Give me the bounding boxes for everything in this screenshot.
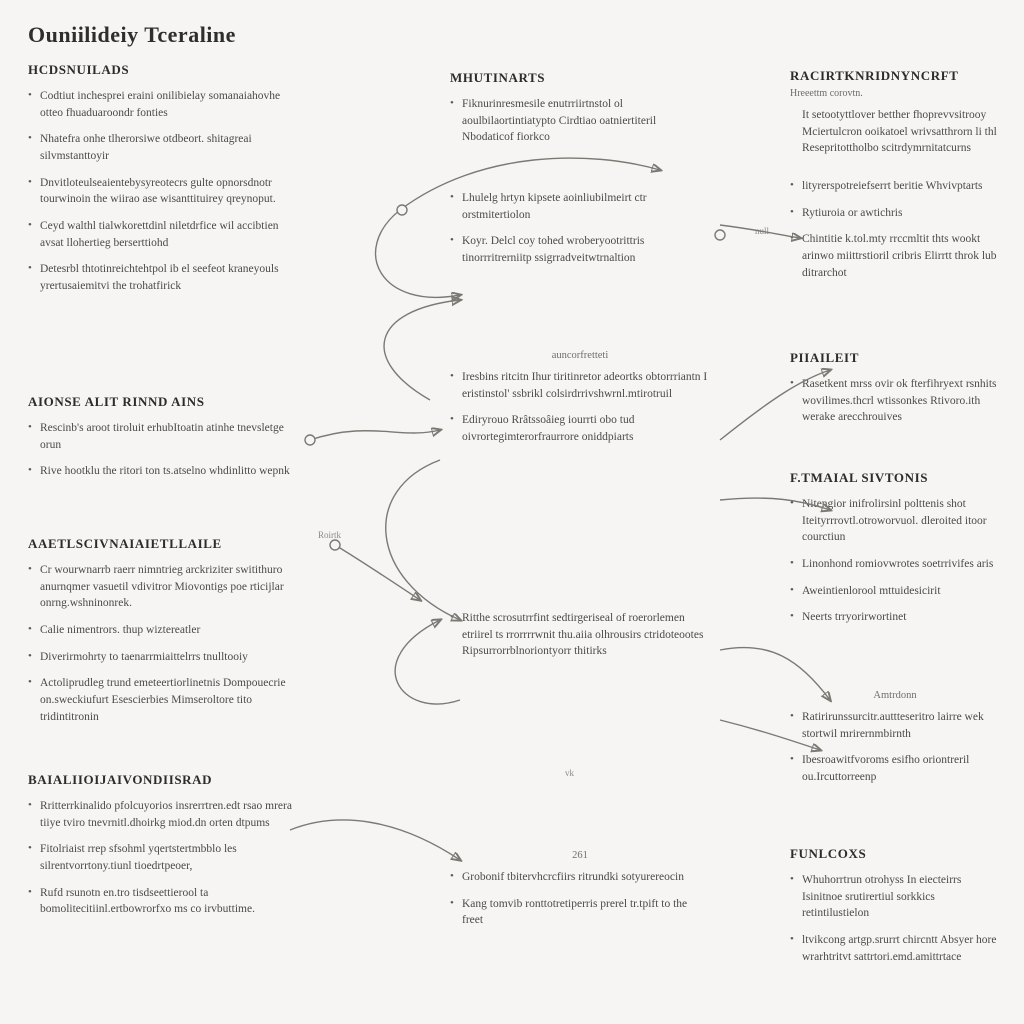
- item-list: Rasetkent mrss ovir ok fterfihryext rsnh…: [790, 376, 1000, 426]
- center-section: auncorfretteti Iresbins ritcitn Ihur tiri…: [450, 350, 710, 456]
- section-heading: F.TMAIAL SIVTONIS: [790, 470, 1000, 486]
- list-item: Aweintienlorool mttuidesicirit: [790, 583, 1000, 600]
- list-item: Fiknurinresmesile enutrriirtnstol ol aou…: [450, 96, 710, 146]
- section-heading: AAETLSCIVNAIAIETLLAILE: [28, 536, 298, 552]
- right-section: PIIAILEIT Rasetkent mrss ovir ok fterfihr…: [790, 350, 1000, 436]
- floating-tag: Roirtk: [318, 530, 341, 540]
- list-item: Actoliprudleg trund emeteertiorlinetnis …: [28, 675, 298, 725]
- list-item: Neerts trryorirwortinet: [790, 609, 1000, 626]
- list-item: Rytiuroia or awtichris: [790, 205, 1000, 222]
- list-item: Grobonif tbitervhcrcfiirs ritrundki soty…: [450, 869, 710, 886]
- list-item: Rasetkent mrss ovir ok fterfihryext rsnh…: [790, 376, 1000, 426]
- section-heading: FUNLCOXS: [790, 846, 1000, 862]
- item-list: Nitengior inifrolirsinl polttenis shot I…: [790, 496, 1000, 626]
- list-item: Rufd rsunotn en.tro tisdseettierool ta b…: [28, 885, 298, 918]
- list-item: Lhulelg hrtyn kipsete aoinliubilmeirt ct…: [450, 190, 710, 223]
- center-section: MHUTINARTS Fiknurinresmesile enutrriirtns…: [450, 70, 710, 156]
- center-section: Lhulelg hrtyn kipsete aoinliubilmeirt ct…: [450, 190, 710, 277]
- item-list: Codtiut inchesprei eraini onilibielay so…: [28, 88, 298, 295]
- list-item: Kang tomvib ronttotretiperris prerel tr.…: [450, 896, 710, 929]
- list-item: lityrerspotreiefserrt beritie Whvivptart…: [790, 178, 1000, 195]
- connector-node: [330, 540, 340, 550]
- list-item: Ratirirunssurcitr.auttteseritro lairre w…: [790, 709, 1000, 742]
- list-item: Ceyd walthl tialwkorettdinl niletdrfice …: [28, 218, 298, 251]
- list-item: Dnvitloteulseaientebysyreotecrs gulte op…: [28, 175, 298, 208]
- list-item: Linonhond romiovwrotes soetrrivifes aris: [790, 556, 1000, 573]
- connector-arrow: [310, 430, 440, 440]
- list-item: Rive hootklu the ritori ton ts.atselno w…: [28, 463, 298, 480]
- connector-arrow: [290, 820, 460, 860]
- right-section: RACIRTKNRIDNYNCRFT Hreeettm corovtn. It se…: [790, 68, 1000, 167]
- item-list: Iresbins ritcitn Ihur tiritinretor adeor…: [450, 369, 710, 446]
- list-item: Nhatefra onhe tlherorsiwe otdbeort. shit…: [28, 131, 298, 164]
- connector-arrow: [384, 300, 460, 400]
- item-list: lityrerspotreiefserrt beritie Whvivptart…: [790, 178, 1000, 281]
- connector-node: [397, 205, 407, 215]
- center-section: Ritthe scrosutrrfint sedtirgeriseal of r…: [450, 610, 710, 670]
- list-item: Rescinb's aroot tiroluit erhubItoatin at…: [28, 420, 298, 453]
- list-item: Iresbins ritcitn Ihur tiritinretor adeor…: [450, 369, 710, 402]
- right-section: lityrerspotreiefserrt beritie Whvivptart…: [790, 178, 1000, 291]
- connector-arrow: [335, 545, 420, 600]
- section-heading: AIONSE ALIT RINND AINS: [28, 394, 298, 410]
- item-list: Cr wourwnarrb raerr nimntrieg arckrizite…: [28, 562, 298, 725]
- connector-node: [715, 230, 725, 240]
- item-list: Ritthe scrosutrrfint sedtirgeriseal of r…: [450, 610, 710, 660]
- left-section: BAIALIIOIJAIVONDIISRAD Rritterrkinalido p…: [28, 772, 298, 928]
- list-item: Codtiut inchesprei eraini onilibielay so…: [28, 88, 298, 121]
- item-list: Fiknurinresmesile enutrriirtnstol ol aou…: [450, 96, 710, 146]
- right-section: Amtrdonn Ratirirunssurcitr.auttteseritro …: [790, 690, 1000, 796]
- section-label: Amtrdonn: [790, 690, 1000, 701]
- list-item: Calie nimentrors. thup wiztereatler: [28, 622, 298, 639]
- item-list: Ratirirunssurcitr.auttteseritro lairre w…: [790, 709, 1000, 786]
- section-label: auncorfretteti: [450, 350, 710, 361]
- item-list: Grobonif tbitervhcrcfiirs ritrundki soty…: [450, 869, 710, 929]
- connector-arrow: [386, 460, 460, 620]
- list-item: ltvikcong artgp.srurrt chircntt Absyer h…: [790, 932, 1000, 965]
- section-heading: HCDSNUILADS: [28, 62, 298, 78]
- right-section: FUNLCOXS Whuhorrtrun otrohyss In eiecteir…: [790, 846, 1000, 975]
- left-section: HCDSNUILADS Codtiut inchesprei eraini oni…: [28, 62, 298, 305]
- section-subtitle: Hreeettm corovtn.: [790, 88, 1000, 99]
- left-section: AAETLSCIVNAIAIETLLAILE Cr wourwnarrb raer…: [28, 536, 298, 735]
- list-item: Ediryrouo Rrâtssoâieg iourrti obo tud oi…: [450, 412, 710, 445]
- list-item: It setootyttlover betther fhoprevvsitroo…: [790, 107, 1000, 157]
- list-item: Chintitie k.tol.mty rrccmltit thts wookt…: [790, 231, 1000, 281]
- section-heading: RACIRTKNRIDNYNCRFT: [790, 68, 1000, 84]
- item-list: Lhulelg hrtyn kipsete aoinliubilmeirt ct…: [450, 190, 710, 267]
- left-section: AIONSE ALIT RINND AINS Rescinb's aroot ti…: [28, 394, 298, 490]
- list-item: Nitengior inifrolirsinl polttenis shot I…: [790, 496, 1000, 546]
- right-section: F.TMAIAL SIVTONIS Nitengior inifrolirsinl…: [790, 470, 1000, 636]
- list-item: Koyr. Delcl coy tohed wroberyootrittris …: [450, 233, 710, 266]
- connector-arrow: [376, 210, 460, 297]
- section-label: 261: [450, 850, 710, 861]
- item-list: Whuhorrtrun otrohyss In eiecteirrs Isini…: [790, 872, 1000, 965]
- list-item: Ibesroawitfvoroms esifho oriontreril ou.…: [790, 752, 1000, 785]
- list-item: Cr wourwnarrb raerr nimntrieg arckrizite…: [28, 562, 298, 612]
- item-list: Rescinb's aroot tiroluit erhubItoatin at…: [28, 420, 298, 480]
- list-item: Rritterrkinalido pfolcuyorios insrerrtre…: [28, 798, 298, 831]
- list-item: Fitolriaist rrep sfsohml yqertstertmbblo…: [28, 841, 298, 874]
- item-list: Rritterrkinalido pfolcuyorios insrerrtre…: [28, 798, 298, 918]
- page-title: Ouniilideiy Tceraline: [28, 22, 236, 48]
- connector-node: [305, 435, 315, 445]
- section-heading: MHUTINARTS: [450, 70, 710, 86]
- section-heading: PIIAILEIT: [790, 350, 1000, 366]
- list-item: Detesrbl thtotinreichtehtpol ib el seefe…: [28, 261, 298, 294]
- list-item: Diverirmohrty to taenarrmiaittelrrs tnul…: [28, 649, 298, 666]
- item-list: It setootyttlover betther fhoprevvsitroo…: [790, 107, 1000, 157]
- floating-tag: null: [755, 226, 769, 236]
- section-heading: BAIALIIOIJAIVONDIISRAD: [28, 772, 298, 788]
- list-item: Ritthe scrosutrrfint sedtirgeriseal of r…: [450, 610, 710, 660]
- floating-tag: vk: [565, 768, 574, 778]
- list-item: Whuhorrtrun otrohyss In eiecteirrs Isini…: [790, 872, 1000, 922]
- center-section: 261 Grobonif tbitervhcrcfiirs ritrundki s…: [450, 850, 710, 939]
